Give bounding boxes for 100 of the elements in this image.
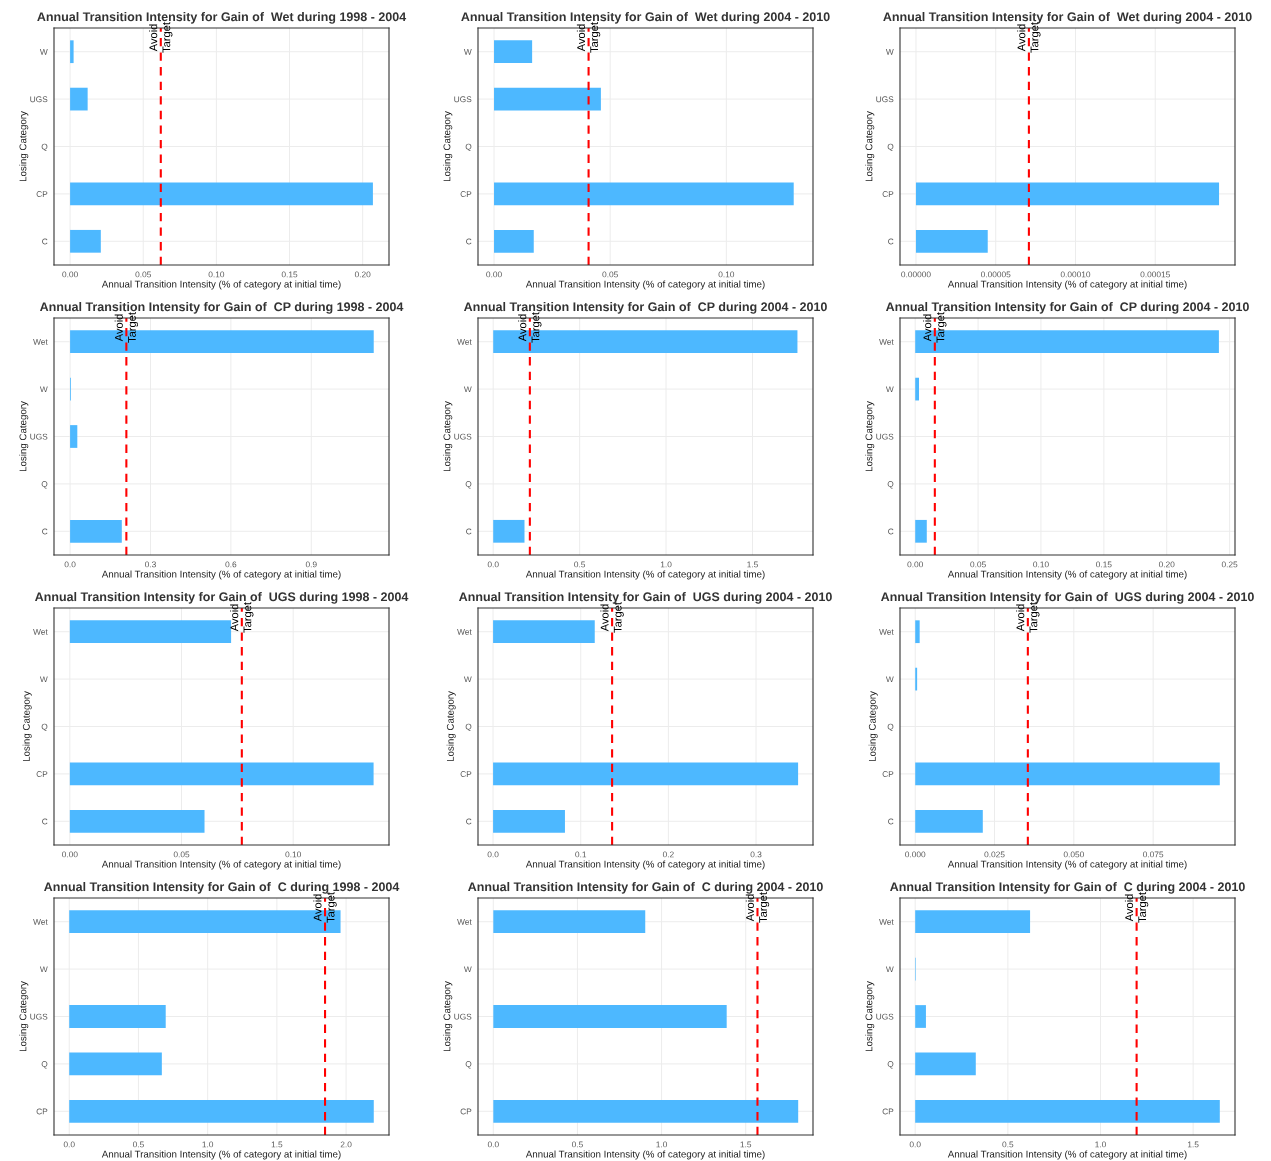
x-tick-label: 0.5	[574, 561, 586, 568]
bar	[494, 182, 794, 206]
chart-title: Annual Transition Intensity for Gain of Wet during 1998 - 2004	[37, 12, 407, 24]
annotation: Target	[326, 892, 337, 923]
annotation: Avoid	[1017, 24, 1026, 52]
y-tick-label: Wet	[33, 918, 48, 925]
bar	[70, 87, 88, 111]
y-tick-label: Q	[887, 481, 894, 489]
y-tick-label: UGS	[30, 433, 48, 440]
bar	[70, 182, 373, 206]
y-tick-label: W	[39, 966, 48, 973]
bar	[494, 40, 533, 64]
y-axis-title: Losing Category	[19, 981, 29, 1052]
x-tick-label: 0.20	[354, 271, 371, 278]
y-axis-title: Losing Category	[19, 111, 29, 182]
x-tick-label: 0.00015	[1140, 271, 1170, 278]
y-tick-label: Q	[465, 481, 472, 489]
bar	[70, 40, 74, 64]
x-axis-title: Annual Transition Intensity (% of category at initial time)	[101, 860, 341, 870]
x-tick-label: 0.10	[1033, 561, 1049, 568]
y-tick-label: CP	[36, 191, 48, 197]
x-tick-label: 0.10	[285, 851, 301, 858]
annotation: Avoid	[576, 24, 586, 52]
y-axis-title: Losing Category	[443, 111, 453, 182]
y-tick-label: C	[466, 528, 472, 535]
bar	[915, 762, 1220, 786]
x-axis-title: Annual Transition Intensity (% of category at initial time)	[525, 280, 765, 290]
x-axis-title: Annual Transition Intensity (% of category at initial time)	[525, 570, 765, 580]
chart-title: Annual Transition Intensity for Gain of C during 2004 - 2010	[890, 882, 1245, 894]
x-tick-label: 1.0	[660, 561, 672, 568]
x-tick-label: 0.5	[1002, 1141, 1014, 1148]
annotation: Avoid	[923, 314, 932, 342]
y-tick-label: C	[466, 818, 472, 825]
x-tick-label: 1.5	[271, 1141, 283, 1148]
bar	[915, 620, 920, 644]
bar	[69, 620, 232, 644]
x-tick-label: 0.0	[487, 1141, 499, 1148]
bar	[70, 425, 78, 448]
y-tick-label: UGS	[876, 96, 894, 103]
chart-title: Annual Transition Intensity for Gain of Wet during 2004 - 2010	[883, 12, 1252, 24]
annotation: Avoid	[1016, 604, 1025, 632]
chart-title: Annual Transition Intensity for Gain of Wet during 2004 - 2010	[461, 12, 830, 24]
y-tick-label: CP	[460, 191, 472, 197]
y-tick-label: Wet	[33, 628, 48, 635]
y-tick-label: CP	[36, 1108, 48, 1115]
annotation: Target	[531, 312, 542, 343]
y-tick-label: W	[463, 676, 472, 683]
bar	[915, 1005, 926, 1028]
x-tick-label: 0.6	[225, 561, 237, 568]
annotation: Avoid	[600, 604, 609, 632]
x-tick-label: 1.0	[1095, 1141, 1106, 1148]
x-axis-title: Annual Transition Intensity (% of category at initial time)	[101, 570, 341, 580]
y-tick-label: Q	[41, 143, 48, 152]
x-tick-label: 1.0	[202, 1141, 214, 1148]
x-tick-label: 0.05	[602, 271, 618, 278]
bar	[70, 229, 101, 253]
annotation: Target	[162, 22, 173, 53]
bar	[69, 1052, 162, 1076]
y-tick-label: UGS	[876, 1013, 894, 1020]
x-tick-label: 0.00010	[1060, 271, 1091, 278]
x-axis-title: Annual Transition Intensity (% of category at initial time)	[947, 570, 1187, 580]
x-axis-title: Annual Transition Intensity (% of category at initial time)	[947, 860, 1187, 870]
bar	[915, 1052, 976, 1076]
x-tick-label: 0.10	[718, 271, 735, 278]
x-tick-label: 0.075	[1143, 851, 1164, 858]
x-tick-label: 0.0	[63, 1141, 75, 1148]
bar	[493, 1005, 727, 1028]
chart-title: Annual Transition Intensity for Gain of UGS during 2004 - 2010	[880, 592, 1254, 604]
y-tick-label: UGS	[454, 96, 472, 103]
y-tick-label: W	[39, 676, 48, 683]
x-axis-title: Annual Transition Intensity (% of category at initial time)	[947, 280, 1187, 290]
x-tick-label: 0.00	[62, 851, 78, 858]
x-tick-label: 1.5	[1187, 1141, 1199, 1148]
annotation: Avoid	[313, 894, 322, 922]
x-tick-label: 0.15	[281, 271, 298, 278]
annotation: Target	[1029, 602, 1040, 633]
y-tick-label: Q	[465, 143, 472, 152]
y-tick-label: Q	[887, 1061, 894, 1069]
x-tick-label: 0.20	[1158, 561, 1175, 568]
x-tick-label: 0.00000	[901, 271, 931, 278]
y-axis-title: Losing Category	[868, 691, 878, 762]
x-tick-label: 0.00005	[980, 271, 1011, 278]
y-tick-label: UGS	[30, 96, 48, 103]
y-tick-label: W	[885, 386, 894, 393]
y-tick-label: Q	[41, 1061, 48, 1069]
y-tick-label: Wet	[457, 338, 472, 345]
y-tick-label: C	[888, 528, 894, 535]
x-tick-label: 0.1	[575, 851, 587, 858]
bar	[493, 910, 646, 934]
x-tick-label: 0.5	[571, 1141, 583, 1148]
y-tick-label: Q	[465, 1061, 472, 1069]
y-tick-label: C	[466, 238, 472, 245]
y-axis-title: Losing Category	[443, 401, 453, 472]
x-tick-label: 0.00	[62, 271, 78, 278]
x-tick-label: 0.05	[173, 851, 190, 858]
x-tick-label: 0.10	[208, 271, 225, 278]
bar	[70, 519, 122, 543]
y-tick-label: CP	[460, 771, 472, 777]
x-tick-label: 0.3	[750, 851, 762, 858]
annotation: Avoid	[518, 314, 527, 342]
